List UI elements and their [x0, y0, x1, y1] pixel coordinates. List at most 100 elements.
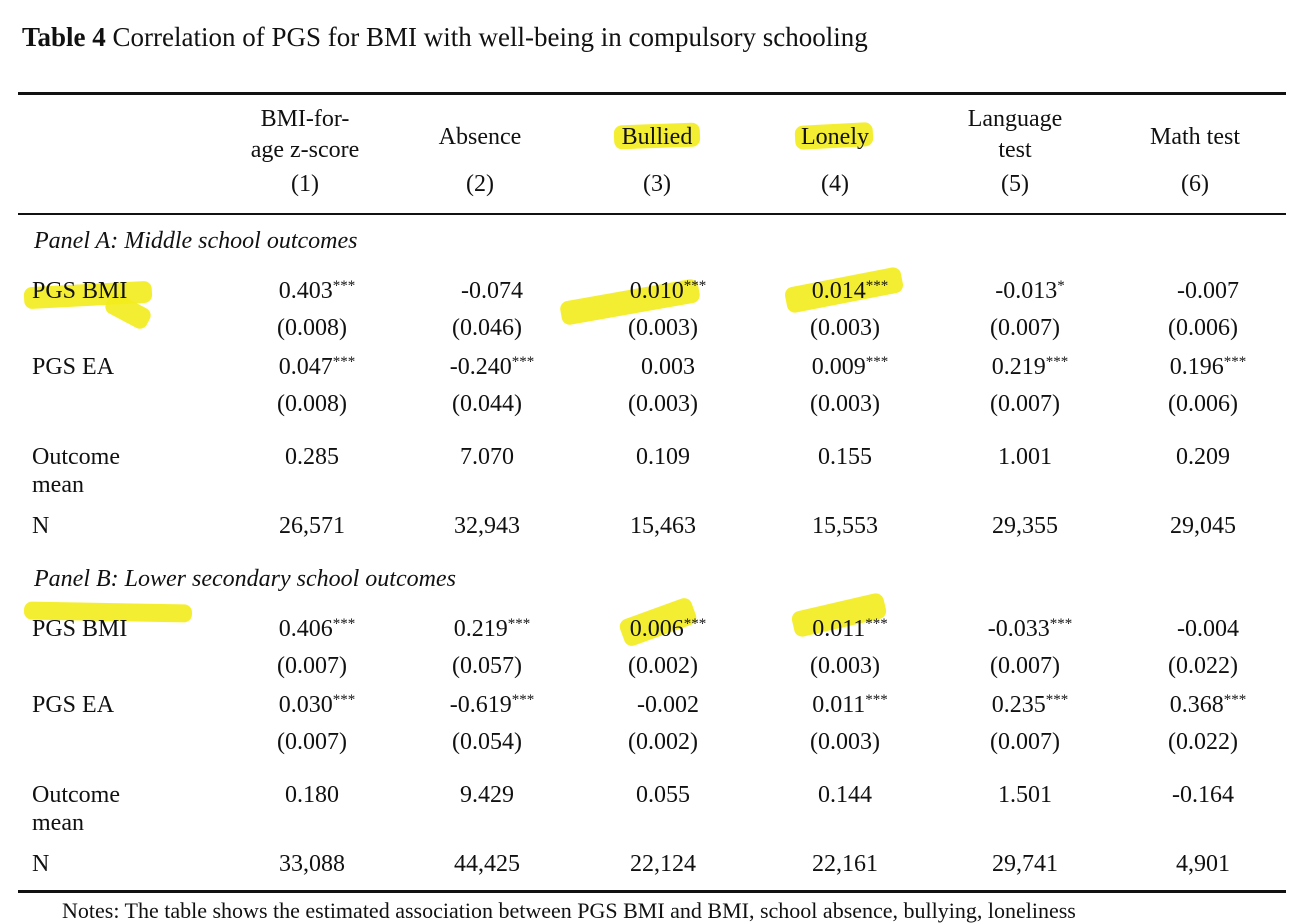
significance-stars: *** — [1049, 615, 1073, 632]
col-header-line2: test — [998, 137, 1032, 163]
coef-cell: -0.074 — [461, 279, 523, 303]
col-header-line2: Lonely — [801, 124, 869, 150]
coef-cell: 0.219*** — [991, 353, 1069, 380]
row-label: PGS BMI — [32, 278, 128, 304]
coef-cell: 0.196*** — [1170, 354, 1247, 379]
coef-cell: 0.003 — [641, 355, 695, 379]
coef-value: 0.006 — [629, 616, 684, 642]
n-cell: 29,741 — [992, 851, 1058, 877]
se-cell: (0.006) — [1168, 391, 1238, 417]
significance-stars: *** — [511, 353, 535, 370]
panel-b-title: Panel B: Lower secondary school outcomes — [34, 566, 456, 592]
coef-value: 0.047 — [278, 354, 333, 380]
coef-cell: 0.047*** — [278, 353, 356, 380]
significance-stars: *** — [332, 353, 356, 370]
n-label: N — [32, 513, 50, 539]
col-header-5: Language test (5) — [968, 107, 1063, 196]
significance-stars: *** — [683, 277, 707, 294]
coef-cell: 0.011*** — [812, 692, 888, 717]
n-cell: 4,901 — [1176, 851, 1230, 877]
n-cell: 15,553 — [812, 513, 878, 539]
row-label: PGS EA — [32, 354, 115, 380]
outcome-mean-label: Outcome — [32, 444, 120, 470]
col-header-num: (1) — [291, 171, 319, 197]
coef-cell: -0.007 — [1177, 279, 1239, 303]
table-caption: Table 4 Correlation of PGS for BMI with … — [22, 22, 868, 53]
col-header-2: Absence (2) — [438, 124, 522, 196]
coef-value: -0.004 — [1177, 616, 1239, 642]
se-cell: (0.022) — [1168, 653, 1238, 679]
n-cell: 33,088 — [279, 851, 345, 877]
significance-stars: *** — [332, 691, 356, 708]
significance-stars: *** — [1045, 353, 1069, 370]
se-cell: (0.007) — [277, 729, 347, 755]
se-cell: (0.003) — [810, 653, 880, 679]
outcome-mean-label: Outcome — [32, 782, 120, 808]
coef-cell: 0.006*** — [629, 615, 707, 642]
n-cell: 44,425 — [454, 851, 520, 877]
n-cell: 22,124 — [630, 851, 696, 877]
col-header-6: Math test (6) — [1150, 124, 1240, 197]
outcome-mean-label: mean — [32, 472, 84, 498]
se-cell: (0.003) — [628, 315, 698, 341]
outcome-mean-cell: 0.285 — [285, 444, 339, 470]
coef-cell: 0.235*** — [991, 691, 1069, 718]
significance-stars: *** — [865, 353, 889, 370]
col-header-line2: Bullied — [621, 124, 693, 150]
coef-cell: -0.033*** — [987, 615, 1073, 642]
coef-cell: -0.013* — [995, 278, 1065, 304]
outcome-mean-label: mean — [32, 810, 84, 836]
outcome-mean-cell: 1.501 — [998, 782, 1052, 808]
coef-value: -0.013 — [995, 278, 1058, 304]
se-cell: (0.054) — [452, 729, 522, 755]
outcome-mean-cell: -0.164 — [1172, 782, 1234, 808]
table-caption-text: Correlation of PGS for BMI with well-bei… — [112, 22, 868, 52]
coef-value: -0.240 — [449, 354, 512, 380]
coef-cell: 0.030*** — [279, 691, 356, 717]
significance-stars: *** — [1045, 691, 1069, 708]
coef-cell: 0.406*** — [279, 616, 356, 641]
coef-cell: 0.011*** — [812, 616, 888, 642]
coef-value: 0.235 — [991, 692, 1046, 718]
se-cell: (0.003) — [810, 315, 880, 341]
col-header-4: Lonely (4) — [801, 124, 869, 197]
coef-value: 0.011 — [812, 616, 866, 642]
table-caption-lead: Table 4 — [22, 22, 106, 52]
se-cell: (0.022) — [1168, 729, 1238, 755]
row-label: PGS BMI — [32, 616, 128, 642]
coef-value: -0.074 — [461, 278, 523, 304]
coef-value: 0.219 — [991, 354, 1046, 380]
se-cell: (0.002) — [628, 729, 698, 755]
se-cell: (0.003) — [628, 391, 698, 417]
n-cell: 22,161 — [812, 851, 878, 877]
coef-value: -0.007 — [1177, 278, 1239, 304]
se-cell: (0.046) — [452, 315, 522, 341]
se-cell: (0.057) — [452, 653, 522, 679]
coef-cell: -0.004 — [1177, 617, 1239, 641]
coef-cell: -0.240*** — [449, 353, 535, 380]
se-cell: (0.002) — [628, 653, 698, 679]
n-cell: 29,045 — [1170, 513, 1236, 539]
se-cell: (0.003) — [810, 729, 880, 755]
col-header-line2: Absence — [438, 124, 522, 150]
outcome-mean-cell: 0.180 — [285, 782, 339, 808]
coef-value: 0.009 — [811, 354, 866, 380]
se-cell: (0.007) — [990, 653, 1060, 679]
n-cell: 15,463 — [630, 513, 696, 539]
coef-value: -0.002 — [637, 692, 699, 718]
coef-cell: 0.009*** — [811, 353, 889, 380]
col-header-num: (6) — [1181, 171, 1209, 197]
coef-cell: 0.010*** — [630, 277, 707, 303]
coef-value: -0.033 — [987, 616, 1050, 642]
col-header-num: (4) — [821, 171, 849, 197]
significance-stars: *** — [683, 615, 707, 632]
se-cell: (0.007) — [990, 315, 1060, 341]
se-cell: (0.008) — [277, 315, 347, 341]
se-cell: (0.007) — [990, 391, 1060, 417]
coef-cell: 0.368*** — [1170, 692, 1247, 717]
outcome-mean-cell: 7.070 — [460, 444, 514, 470]
outcome-mean-cell: 1.001 — [998, 444, 1052, 470]
coef-value: 0.003 — [641, 354, 695, 380]
outcome-mean-cell: 0.155 — [818, 444, 872, 470]
col-header-line2: Math test — [1150, 124, 1240, 150]
